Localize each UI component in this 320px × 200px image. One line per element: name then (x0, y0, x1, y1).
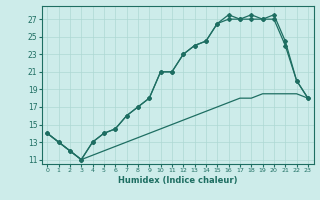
X-axis label: Humidex (Indice chaleur): Humidex (Indice chaleur) (118, 176, 237, 185)
